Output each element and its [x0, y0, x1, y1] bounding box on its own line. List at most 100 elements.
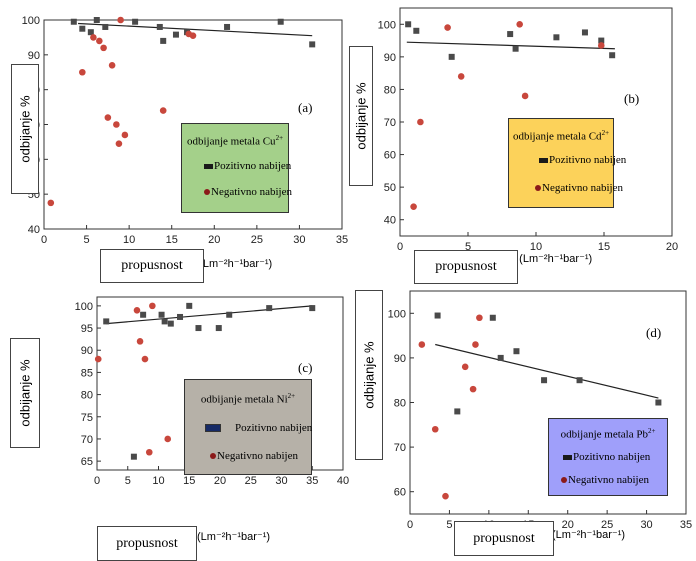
x-tick-label: 20 — [666, 241, 678, 253]
y-tick-label: 90 — [81, 345, 93, 357]
data-point-negative — [94, 355, 102, 363]
data-point-positive — [277, 18, 284, 25]
data-point-positive — [140, 311, 147, 318]
legend-title-c: odbijanje metala Ni2+ — [200, 392, 296, 406]
data-point-negative — [476, 314, 483, 322]
data-point-positive — [497, 354, 504, 361]
x-tick-label: 20 — [208, 234, 220, 246]
data-point-positive — [158, 311, 165, 318]
y-tick-label: 65 — [81, 456, 93, 468]
legend-c: odbijanje metala Ni2+ Pozitivno nabijen … — [184, 379, 312, 475]
legend-neg-c: Negativno nabijen — [210, 450, 298, 462]
data-point-positive — [541, 377, 548, 384]
data-point-positive — [172, 31, 179, 38]
y-tick-label: 70 — [384, 117, 396, 129]
data-point-negative — [461, 363, 469, 371]
data-point-positive — [448, 53, 455, 60]
ylabel-box-b: odbijanje % — [349, 46, 373, 186]
data-point-negative — [472, 341, 479, 348]
y-tick-label: 85 — [81, 367, 93, 379]
data-point-negative — [121, 131, 129, 139]
legend-pos-a: Pozitivno nabijen — [204, 160, 291, 172]
data-point-negative — [47, 199, 55, 207]
x-tick-label: 20 — [214, 475, 226, 487]
data-point-negative — [444, 24, 451, 31]
circle-marker-icon — [535, 185, 541, 192]
x-tick-label: 15 — [598, 241, 610, 253]
data-point-positive — [434, 312, 441, 319]
y-tick-label: 80 — [384, 84, 396, 96]
x-tick-label: 20 — [562, 519, 574, 531]
data-point-negative — [100, 44, 107, 52]
y-tick-label: 40 — [384, 215, 396, 227]
x-tick-label: 5 — [125, 475, 131, 487]
data-point-positive — [224, 23, 231, 30]
data-point-negative — [79, 68, 86, 76]
trend-line — [406, 41, 615, 50]
xunit-a: e (Lm⁻²h⁻¹bar⁻¹) — [190, 258, 273, 270]
data-point-negative — [418, 341, 426, 348]
data-point-positive — [598, 37, 605, 44]
data-point-positive — [215, 325, 222, 332]
data-point-negative — [410, 203, 417, 210]
x-tick-label: 0 — [397, 241, 403, 253]
x-tick-label: 35 — [336, 234, 348, 246]
data-point-negative — [117, 16, 124, 24]
x-tick-label: 10 — [152, 475, 164, 487]
x-tick-label: 30 — [293, 234, 305, 246]
x-tick-label: 0 — [407, 519, 413, 531]
data-point-positive — [161, 318, 168, 325]
circle-marker-icon — [561, 477, 567, 484]
panel-letter-a: (a) — [298, 100, 312, 115]
data-point-negative — [457, 73, 465, 80]
data-point-negative — [90, 34, 97, 41]
x-tick-label: 0 — [41, 234, 47, 246]
data-point-positive — [103, 318, 110, 325]
data-point-positive — [167, 320, 174, 327]
square-marker-icon — [539, 157, 548, 163]
data-point-negative — [113, 121, 120, 128]
data-point-positive — [609, 52, 616, 59]
data-point-positive — [576, 377, 583, 384]
legend-a: odbijanje metala Cu2+ Pozitivno nabijen … — [181, 123, 292, 213]
y-tick-label: 90 — [28, 50, 40, 62]
y-tick-label: 40 — [28, 224, 40, 236]
xunit-b: e (Lm⁻²h⁻¹bar⁻¹) — [510, 253, 593, 265]
data-point-positive — [553, 34, 560, 41]
legend-neg-d: Negativno nabijen — [561, 474, 649, 486]
ylabel-box-c: odbijanje % — [10, 338, 40, 448]
data-point-negative — [136, 338, 144, 345]
legend-b: odbijanje metala Cd2+ Pozitivno nabijen … — [508, 118, 626, 208]
data-point-negative — [164, 435, 172, 443]
y-tick-label: 100 — [388, 308, 406, 320]
data-point-negative — [108, 61, 116, 69]
x-tick-label: 30 — [275, 475, 287, 487]
y-tick-label: 60 — [394, 487, 406, 499]
y-tick-label: 100 — [22, 15, 40, 27]
x-tick-label: 15 — [166, 234, 178, 246]
ylabel-box-a: odbijanje % — [11, 64, 39, 194]
x-tick-label: 15 — [183, 475, 195, 487]
data-point-negative — [442, 492, 449, 500]
y-tick-label: 90 — [394, 353, 406, 365]
data-point-negative — [431, 425, 439, 433]
data-point-positive — [413, 27, 420, 34]
y-tick-label: 70 — [394, 442, 406, 454]
x-tick-label: 25 — [251, 234, 263, 246]
legend-title-a: odbijanje metala Cu2+ — [186, 134, 284, 148]
ylabel-a: odbijanje % — [17, 95, 33, 163]
data-point-positive — [266, 305, 273, 312]
square-marker-icon — [563, 454, 572, 460]
xlabel-box-c: propusnost — [97, 526, 197, 561]
x-tick-label: 35 — [306, 475, 318, 487]
legend-neg-b: Negativno nabijen — [535, 182, 623, 194]
xlabel-box-a: propusnost — [100, 249, 204, 283]
legend-pos-b: Pozitivno nabijen — [539, 154, 626, 166]
y-tick-label: 100 — [378, 19, 396, 31]
data-point-positive — [513, 348, 520, 355]
data-point-positive — [87, 29, 94, 36]
data-point-positive — [195, 325, 202, 332]
y-tick-label: 80 — [81, 390, 93, 402]
data-point-positive — [132, 18, 139, 25]
